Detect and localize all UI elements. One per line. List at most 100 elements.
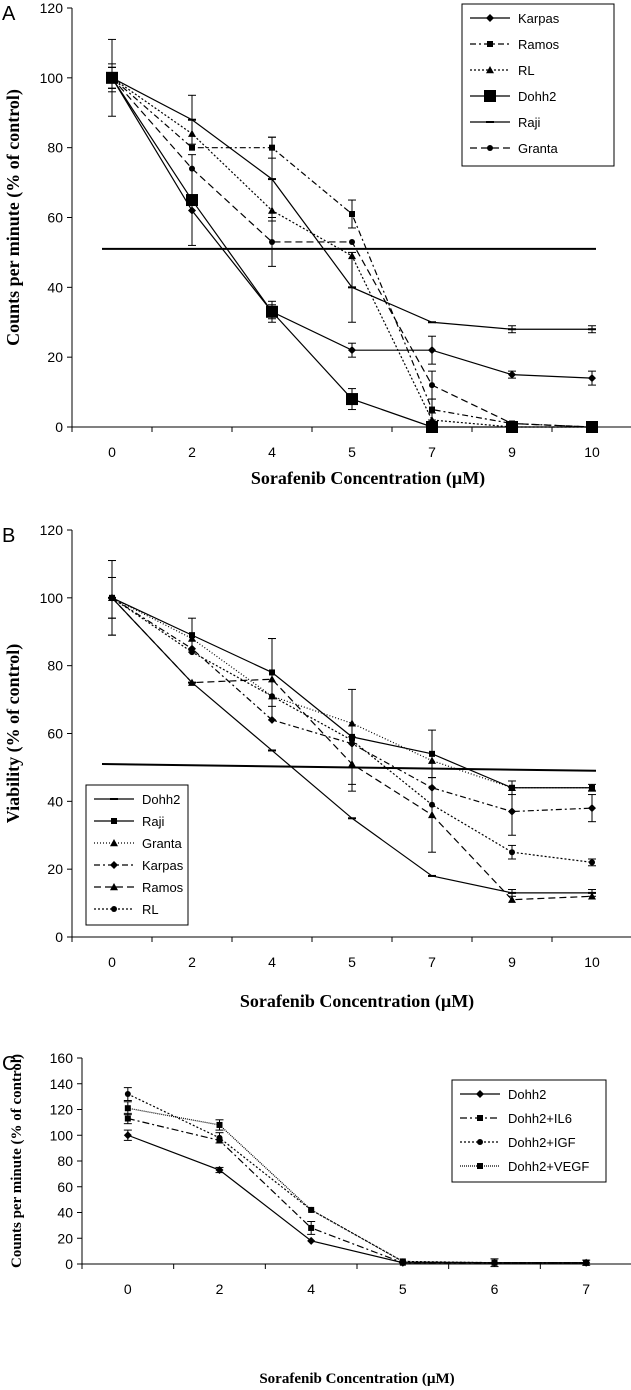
y-tick-label: 120	[40, 0, 64, 16]
data-point	[508, 807, 516, 816]
data-point	[266, 305, 278, 318]
y-tick-label: 60	[57, 1179, 73, 1195]
y-tick-label: 0	[55, 419, 63, 435]
data-point	[491, 1259, 498, 1266]
x-tick-label: 4	[268, 954, 276, 970]
data-point	[588, 804, 596, 813]
x-tick-label: 7	[428, 954, 436, 970]
data-point	[349, 737, 355, 744]
data-point	[426, 421, 438, 433]
data-point	[429, 382, 435, 389]
x-tick-label: 10	[584, 444, 600, 460]
x-tick-label: 7	[428, 444, 436, 460]
data-point	[109, 594, 115, 601]
data-point	[348, 719, 356, 727]
y-axis-title: Counts per minute (% of control)	[3, 89, 24, 346]
panel-b: B 0 20 40 60 80 100 120 0 2 4 5 7 9 10 Sorafenib Concen…	[2, 522, 631, 1012]
data-point	[346, 393, 358, 406]
y-tick-label: 0	[65, 1256, 73, 1272]
legend-marker	[110, 839, 118, 847]
data-point	[428, 346, 436, 355]
data-point	[123, 1131, 132, 1140]
panel-label: A	[2, 3, 16, 25]
data-point	[348, 346, 356, 355]
legend-marker	[486, 14, 494, 22]
legend-entry: Raji	[142, 814, 165, 829]
data-point	[429, 406, 435, 413]
x-tick-label: 0	[108, 444, 116, 460]
legend-marker	[477, 1139, 483, 1145]
legend: Dohh2 Dohh2+IL6 Dohh2+IGF Dohh2+VEGF	[451, 1079, 607, 1183]
data-point	[588, 374, 596, 383]
data-point	[189, 144, 195, 151]
y-tick-label: 160	[50, 1050, 74, 1066]
y-tick-label: 120	[40, 522, 64, 538]
legend-entry: Karpas	[518, 11, 560, 26]
data-point	[269, 238, 275, 245]
data-point	[508, 370, 516, 379]
x-tick-label: 7	[582, 1281, 590, 1297]
y-tick-label: 140	[50, 1076, 74, 1092]
legend-entry: Karpas	[142, 858, 184, 873]
data-point	[188, 678, 196, 686]
series-granta	[109, 74, 595, 430]
x-tick-label: 10	[584, 954, 600, 970]
y-tick-label: 100	[40, 590, 64, 606]
legend-entry: Granta	[518, 141, 559, 156]
data-point	[216, 1134, 223, 1141]
y-tick-label: 20	[57, 1230, 73, 1246]
series-line	[127, 1093, 587, 1264]
legend-entry: RL	[142, 902, 159, 917]
data-point	[583, 1259, 590, 1266]
y-tick-label: 120	[50, 1102, 74, 1118]
x-tick-label: 4	[307, 1281, 315, 1297]
series-line	[127, 1107, 587, 1264]
legend-entry: Dohh2	[142, 792, 180, 807]
x-tick-label: 4	[268, 444, 276, 460]
legend-entry: Granta	[142, 836, 183, 851]
legend-marker	[484, 90, 496, 102]
legend-entry: Dohh2+IL6	[508, 1111, 572, 1126]
legend-marker	[110, 861, 118, 869]
data-point	[189, 649, 195, 656]
legend-marker	[110, 883, 118, 891]
legend: Karpas Ramos RL Dohh2 Raji Granta	[461, 3, 615, 167]
legend-marker	[486, 66, 494, 74]
data-point	[589, 859, 595, 866]
y-axis-title: Counts per minute (% of control)	[9, 1054, 25, 1268]
data-point	[508, 895, 516, 903]
y-tick-label: 100	[40, 70, 64, 86]
y-tick-label: 20	[47, 861, 63, 877]
data-point	[429, 750, 435, 757]
legend-entry: Dohh2	[508, 1087, 546, 1102]
data-point	[348, 760, 356, 768]
x-tick-label: 9	[508, 954, 516, 970]
x-tick-label: 2	[216, 1281, 224, 1297]
legend-entry: Dohh2	[518, 89, 556, 104]
data-point	[428, 756, 436, 764]
data-point	[399, 1258, 406, 1265]
legend: Dohh2 Raji Granta Karpas Ramos RL	[85, 784, 189, 926]
y-tick-label: 80	[57, 1153, 73, 1169]
y-tick-label: 100	[50, 1127, 74, 1143]
legend-marker	[111, 906, 117, 912]
data-point	[308, 1224, 315, 1231]
y-axis-title: Viability (% of control)	[3, 644, 24, 823]
data-point	[109, 74, 115, 81]
data-point	[124, 1105, 131, 1112]
x-tick-label: 0	[124, 1281, 132, 1297]
x-tick-label: 5	[348, 954, 356, 970]
x-tick-label: 5	[399, 1281, 407, 1297]
panel-label: C	[2, 1053, 16, 1075]
x-axis-title: Sorafenib Concentration (µM)	[251, 468, 485, 489]
legend-marker	[111, 818, 117, 824]
x-tick-label: 9	[508, 444, 516, 460]
data-point	[124, 1115, 131, 1122]
data-point	[268, 675, 276, 683]
y-tick-label: 40	[47, 279, 63, 295]
data-point	[215, 1166, 224, 1175]
y-tick-label: 40	[57, 1205, 73, 1221]
x-tick-label: 6	[491, 1281, 499, 1297]
data-point	[349, 211, 355, 218]
data-point	[308, 1206, 315, 1213]
